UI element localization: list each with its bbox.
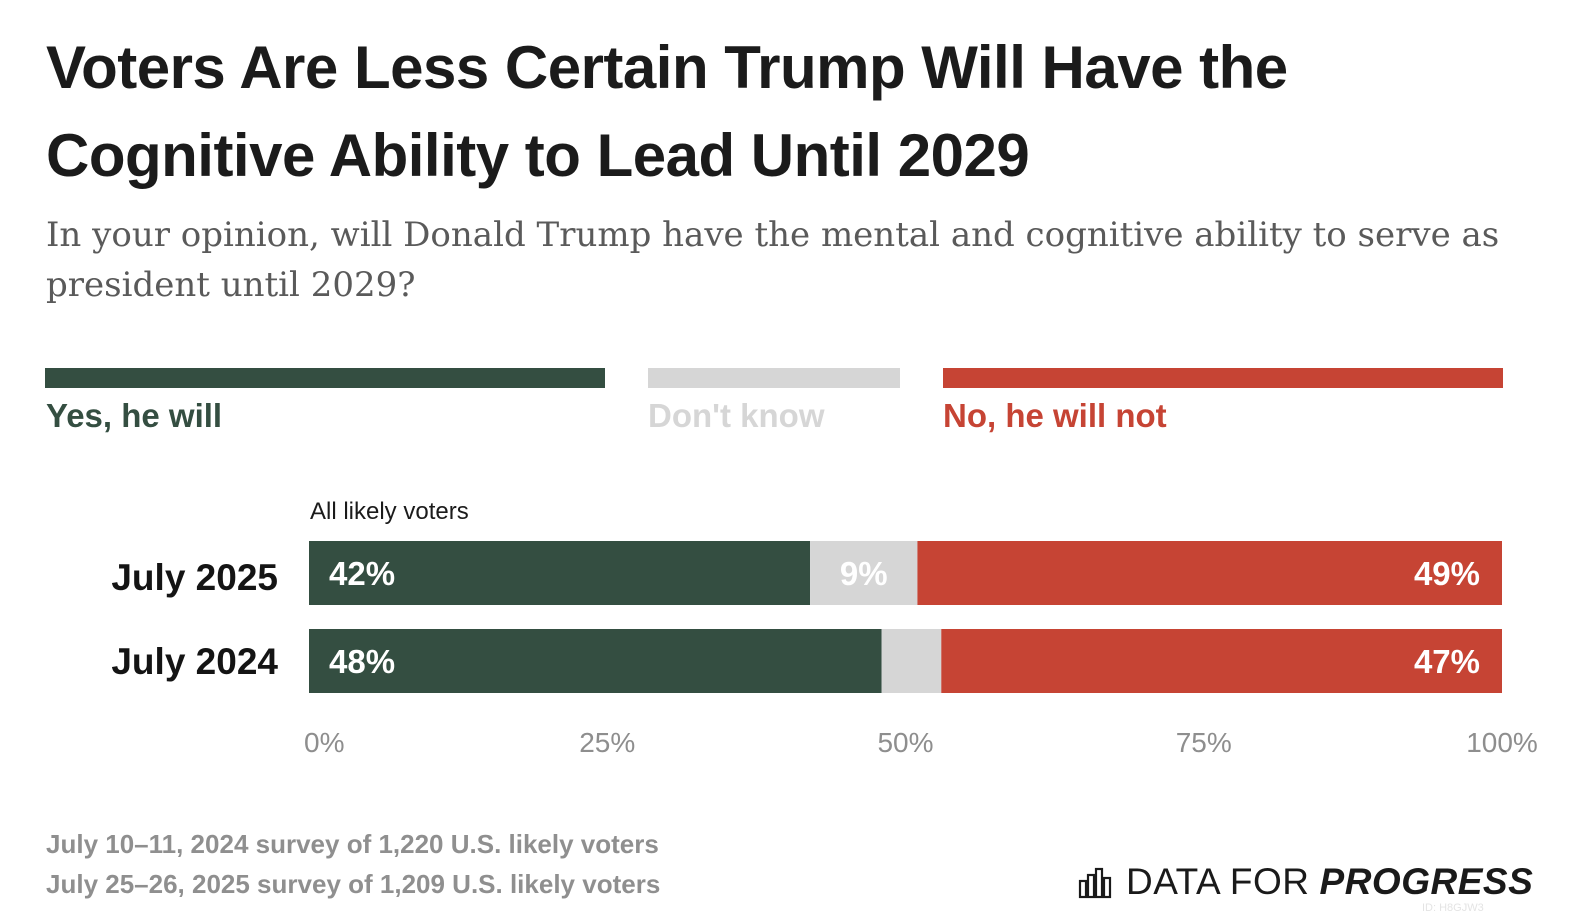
chart-title: Voters Are Less Certain Trump Will Have …	[46, 34, 1288, 189]
footnote-2025-survey: July 25–26, 2025 survey of 1,209 U.S. li…	[46, 869, 661, 899]
brand-logo: DATA FOR PROGRESS	[1078, 858, 1533, 906]
group-label: All likely voters	[310, 498, 469, 525]
bar-no-he-will-not-july-2025	[917, 541, 1502, 605]
row-label-july-2025: July 2025	[111, 557, 278, 598]
data-label-july-2025-2: 49%	[1414, 555, 1480, 592]
chart-id: ID: H8GJW3	[1422, 902, 1484, 914]
legend-label-dont-know: Don't know	[648, 397, 825, 434]
x-tick-label: 100%	[1466, 727, 1538, 758]
chart-subtitle: In your opinion, will Donald Trump have …	[46, 215, 1500, 305]
legend-label-no: No, he will not	[943, 397, 1167, 434]
brand-name-bold: PROGRESS	[1319, 861, 1534, 902]
footnote-2024-survey: July 10–11, 2024 survey of 1,220 U.S. li…	[46, 829, 659, 859]
bar-yes-he-will-july-2024	[309, 629, 882, 693]
bar-yes-he-will-july-2025	[309, 541, 811, 605]
bar-don-t-know-july-2025	[810, 541, 918, 605]
data-label-july-2024-0: 48%	[329, 643, 395, 680]
legend-swatch-yes	[45, 368, 605, 388]
legend-swatch-dont-know	[648, 368, 900, 388]
bar-no-he-will-not-july-2024	[941, 629, 1502, 693]
bar-chart-logo-icon	[1078, 867, 1112, 899]
data-label-july-2025-0: 42%	[329, 555, 395, 592]
x-tick-label: 50%	[877, 727, 933, 758]
brand-name-light: DATA FOR	[1126, 861, 1310, 902]
row-label-july-2024: July 2024	[111, 641, 278, 682]
bar-don-t-know-july-2024	[881, 629, 942, 693]
x-tick-label: 0%	[304, 727, 344, 758]
legend-label-yes: Yes, he will	[46, 397, 223, 434]
legend-swatch-no	[943, 368, 1503, 388]
data-label-july-2024-2: 47%	[1414, 643, 1480, 680]
data-label-july-2025-1: 9%	[840, 555, 888, 592]
stacked-bar-chart: 42% 9% 49% 48% 47% 0% 25% 50% 75% 100%	[304, 541, 1538, 758]
x-tick-label: 25%	[579, 727, 635, 758]
x-tick-label: 75%	[1176, 727, 1232, 758]
